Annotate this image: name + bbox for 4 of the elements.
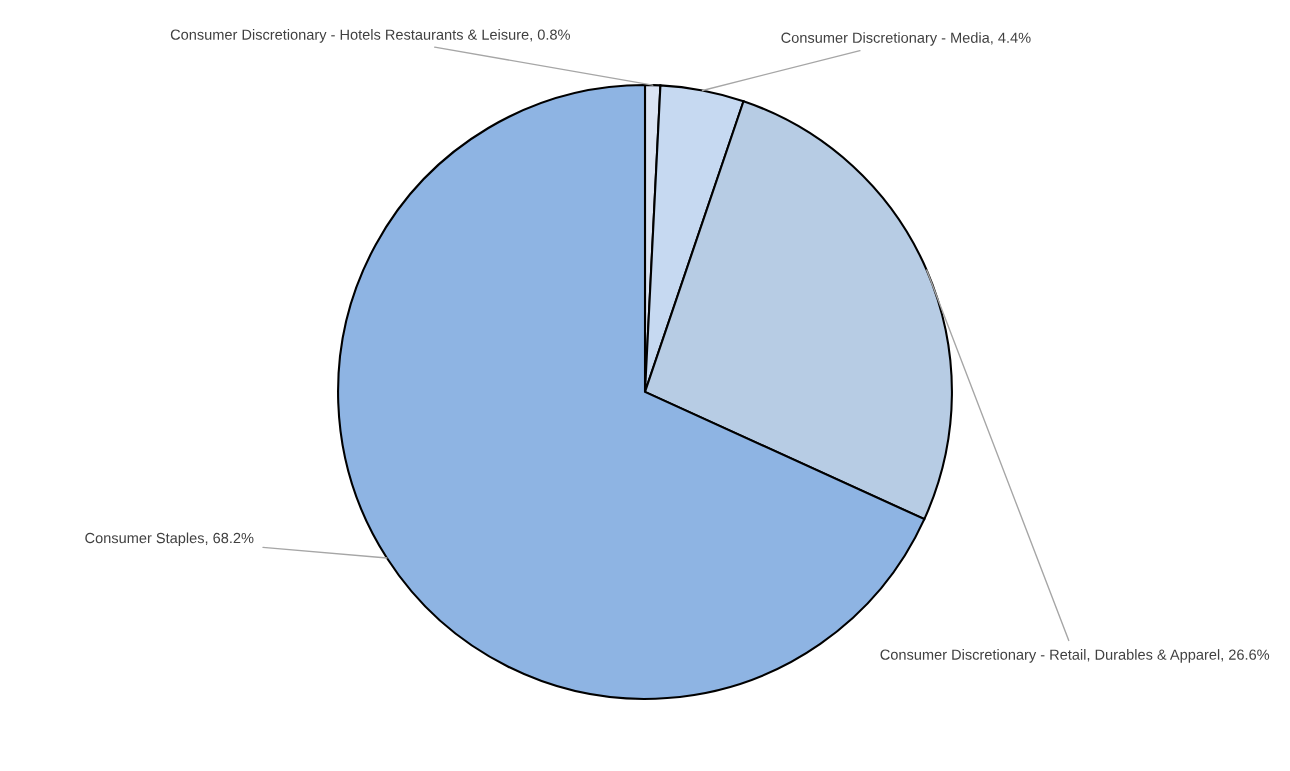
slice-label: Consumer Staples, 68.2% [85, 532, 254, 547]
slice-label: Consumer Discretionary - Hotels Restaurants & Leisure, 0.8% [170, 29, 570, 43]
slice-label: Consumer Discretionary - Media, 4.4% [781, 32, 1031, 46]
slice-label: Consumer Discretionary - Retail, Durables & Apparel, 26.6% [880, 649, 1270, 663]
